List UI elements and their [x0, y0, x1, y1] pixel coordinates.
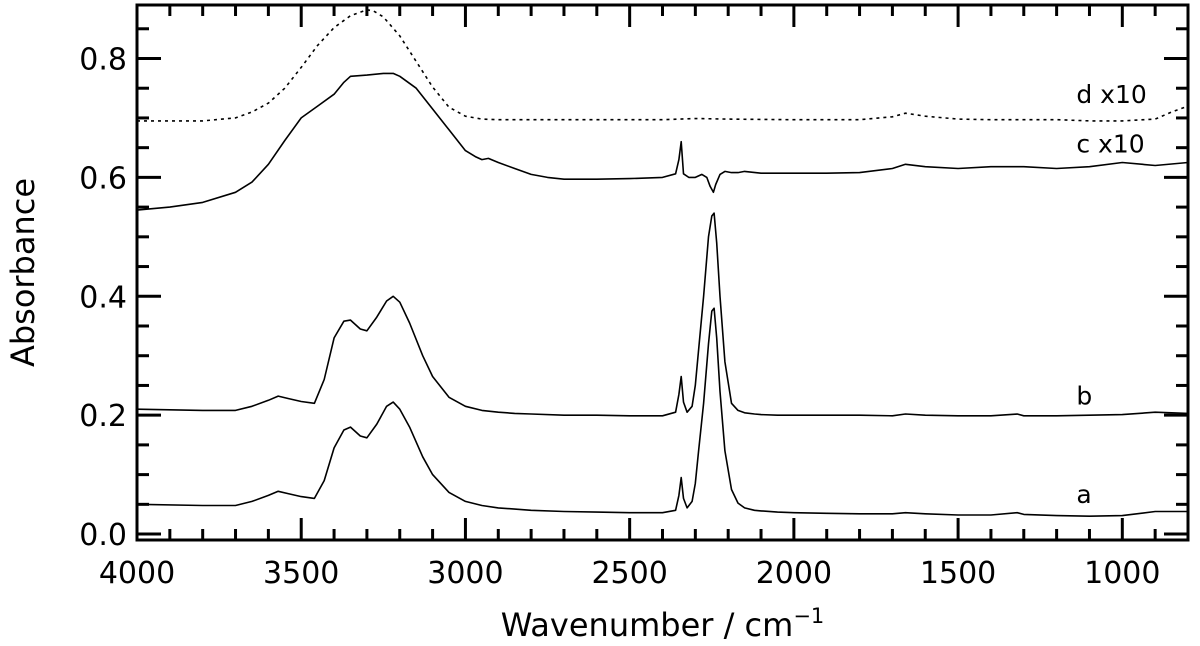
series-label-b: b — [1076, 381, 1092, 410]
series-label-c: c x10 — [1076, 129, 1144, 158]
series-label-a: a — [1076, 480, 1091, 509]
series-line-c — [136, 72, 1189, 211]
x-tick-label: 3500 — [263, 556, 339, 591]
series-line-b — [136, 212, 1189, 417]
x-axis-title-main: Wavenumber / cm — [501, 606, 794, 644]
x-tick-label: 2500 — [591, 556, 667, 591]
plot-frame — [135, 3, 1190, 542]
y-tick-label: 0.4 — [79, 280, 127, 315]
y-tick-label: 0.0 — [79, 518, 127, 553]
series-label-d: d x10 — [1076, 80, 1146, 109]
series-line-d — [137, 9, 1189, 122]
y-tick-label: 0.8 — [79, 43, 127, 78]
y-axis-title: Absorbance — [4, 178, 42, 367]
spectrum-series — [136, 9, 1189, 517]
series-annotations: d x10 c x10 b a — [1076, 80, 1146, 509]
series-line-a — [136, 307, 1188, 517]
y-tick-label: 0.2 — [79, 399, 127, 434]
x-tick-label: 4000 — [99, 556, 175, 591]
y-tick-label: 0.6 — [79, 161, 127, 196]
axis-ticks — [135, 5, 1188, 540]
x-tick-label: 2000 — [756, 556, 832, 591]
x-tick-label: 3000 — [427, 556, 503, 591]
x-tick-label: 1500 — [920, 556, 996, 591]
axis-tick-labels: 4000 3500 3000 2500 2000 1500 1000 0.0 0.2 0.4 0.6… — [79, 43, 1160, 592]
x-axis-title: Wavenumber / cm−1 — [501, 604, 825, 644]
x-tick-label: 1000 — [1084, 556, 1160, 591]
x-axis-title-superscript: −1 — [793, 604, 824, 628]
